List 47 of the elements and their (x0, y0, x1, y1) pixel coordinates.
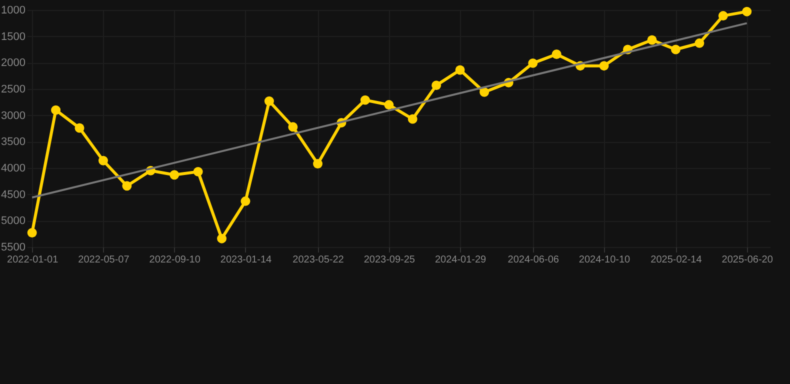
x-tick-label: 2023-01-14 (220, 254, 272, 266)
y-tick-label: 5000 (1, 215, 26, 228)
y-tick-label: 1000 (1, 4, 26, 16)
x-tick-label: 2022-01-01 (7, 254, 59, 266)
point (288, 122, 298, 132)
y-tick-label: 2500 (1, 84, 26, 96)
x-tick-label: 2023-05-22 (292, 254, 344, 266)
x-tick-label: 2024-06-06 (508, 254, 560, 266)
point (27, 228, 37, 238)
point (599, 61, 609, 71)
point (384, 100, 394, 110)
point (170, 170, 180, 180)
point (217, 234, 227, 244)
point (98, 156, 108, 166)
point (480, 87, 490, 97)
point (360, 95, 370, 105)
y-tick-label: 5500 (1, 242, 26, 254)
y-tick-label: 3500 (1, 136, 26, 148)
x-tick-label: 2024-01-29 (434, 254, 487, 266)
y-tick-label: 4500 (1, 188, 26, 201)
x-tick-label: 2025-02-14 (650, 254, 702, 266)
point (313, 159, 323, 169)
point (552, 50, 562, 59)
x-tick-label: 2025-06-20 (722, 254, 774, 266)
x-tick-label: 2024-10-10 (578, 254, 631, 266)
point (670, 44, 680, 54)
point (432, 80, 442, 90)
point (264, 96, 274, 106)
point (742, 6, 752, 16)
point (694, 38, 704, 48)
y-tick-label: 1500 (1, 30, 26, 43)
y-tick-label: 4000 (1, 162, 26, 174)
point (51, 105, 61, 115)
point (240, 196, 250, 206)
point (647, 35, 657, 45)
point (408, 114, 418, 124)
y-tick-label: 3000 (1, 110, 26, 122)
point (455, 65, 465, 75)
x-tick-label: 2022-09-10 (149, 254, 201, 266)
x-tick-label: 2022-05-07 (78, 254, 130, 266)
point (74, 123, 84, 133)
point (718, 11, 728, 21)
point (122, 181, 132, 191)
point (193, 166, 203, 176)
point (528, 58, 538, 68)
y-tick-label: 2000 (1, 57, 26, 70)
x-tick-label: 2023-09-25 (364, 254, 416, 266)
